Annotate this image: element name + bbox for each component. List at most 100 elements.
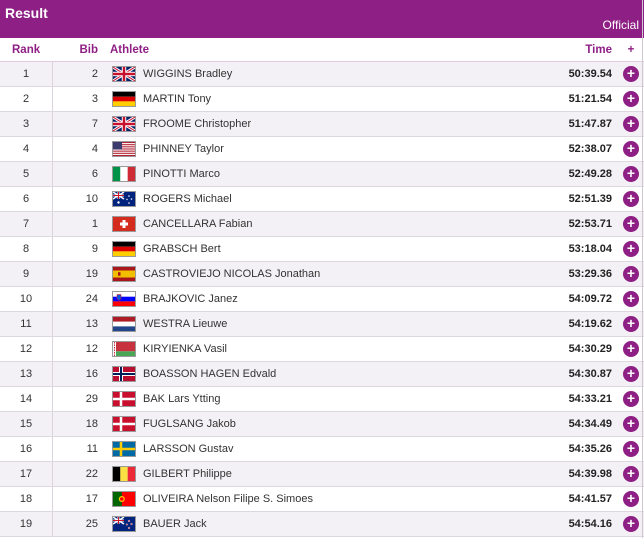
rank-cell: 3 xyxy=(22,118,30,130)
athlete-name[interactable]: WESTRA Lieuwe xyxy=(143,318,228,330)
expand-plus-icon[interactable]: + xyxy=(623,491,639,507)
bib-cell: 16 xyxy=(85,368,98,380)
table-row[interactable]: 4 4 PHINNEY Taylor 52:38.07 + xyxy=(0,137,644,162)
expand-plus-icon[interactable]: + xyxy=(623,316,639,332)
table-row[interactable]: 18 17 OLIVEIRA Nelson Filipe S. Simoes 54:4… xyxy=(0,487,644,512)
bib-cell: 12 xyxy=(85,343,98,355)
table-row[interactable]: 8 9 GRABSCH Bert 53:18.04 + xyxy=(0,237,644,262)
expand-plus-icon[interactable]: + xyxy=(623,141,639,157)
table-row[interactable]: 9 19 CASTROVIEJO NICOLAS Jonathan 53:29.36 + xyxy=(0,262,644,287)
results-table: 1 2 WIGGINS Bradley 50:39.54 +2 3 MARTIN Tony 5… xyxy=(0,62,644,537)
athlete-name[interactable]: GILBERT Philippe xyxy=(143,468,232,480)
expand-plus-icon[interactable]: + xyxy=(623,291,639,307)
table-row[interactable]: 17 22 GILBERT Philippe 54:39.98 + xyxy=(0,462,644,487)
rank-cell: 13 xyxy=(19,368,33,380)
athlete-name[interactable]: FUGLSANG Jakob xyxy=(143,418,236,430)
table-row[interactable]: 15 18 FUGLSANG Jakob 54:34.49 + xyxy=(0,412,644,437)
table-row[interactable]: 2 3 MARTIN Tony 51:21.54 + xyxy=(0,87,644,112)
time-cell: 54:30.29 xyxy=(568,343,612,355)
rank-cell: 7 xyxy=(22,218,30,230)
table-row[interactable]: 14 29 BAK Lars Ytting 54:33.21 + xyxy=(0,387,644,412)
athlete-name[interactable]: CASTROVIEJO NICOLAS Jonathan xyxy=(143,268,321,280)
expand-plus-icon[interactable]: + xyxy=(623,366,639,382)
table-row[interactable]: 11 13 WESTRA Lieuwe 54:19.62 + xyxy=(0,312,644,337)
bib-cell: 29 xyxy=(85,393,98,405)
den-flag-icon xyxy=(112,391,136,407)
expand-plus-icon[interactable]: + xyxy=(623,441,639,457)
rank-cell: 16 xyxy=(19,443,33,455)
expand-plus-icon[interactable]: + xyxy=(623,466,639,482)
expand-plus-icon[interactable]: + xyxy=(623,166,639,182)
expand-plus-icon[interactable]: + xyxy=(623,91,639,107)
bib-cell: 7 xyxy=(91,118,98,130)
expand-plus-icon[interactable]: + xyxy=(623,191,639,207)
time-cell: 52:38.07 xyxy=(568,143,612,155)
athlete-name[interactable]: BRAJKOVIC Janez xyxy=(143,293,238,305)
athlete-name[interactable]: KIRYIENKA Vasil xyxy=(143,343,227,355)
athlete-name[interactable]: WIGGINS Bradley xyxy=(143,68,233,80)
expand-plus-icon[interactable]: + xyxy=(623,241,639,257)
table-row[interactable]: 1 2 WIGGINS Bradley 50:39.54 + xyxy=(0,62,644,87)
bel-flag-icon xyxy=(112,466,136,482)
bib-cell: 6 xyxy=(91,168,98,180)
column-header-bib[interactable]: Bib xyxy=(79,44,98,56)
expand-plus-icon[interactable]: + xyxy=(623,66,639,82)
rank-cell: 6 xyxy=(22,193,30,205)
expand-plus-icon[interactable]: + xyxy=(623,266,639,282)
athlete-name[interactable]: ROGERS Michael xyxy=(143,193,232,205)
table-row[interactable]: 12 12 KIRYIENKA Vasil 54:30.29 + xyxy=(0,337,644,362)
column-header-athlete[interactable]: Athlete xyxy=(110,44,149,56)
esp-flag-icon xyxy=(112,266,136,282)
expand-plus-icon[interactable]: + xyxy=(623,391,639,407)
time-cell: 54:41.57 xyxy=(568,493,612,505)
table-row[interactable]: 6 10 ROGERS Michael 52:51.39 + xyxy=(0,187,644,212)
table-row[interactable]: 16 11 LARSSON Gustav 54:35.26 + xyxy=(0,437,644,462)
athlete-name[interactable]: BAUER Jack xyxy=(143,518,207,530)
column-header-rank[interactable]: Rank xyxy=(12,44,41,56)
blr-flag-icon xyxy=(112,341,136,357)
time-cell: 54:54.16 xyxy=(568,518,612,530)
expand-plus-icon[interactable]: + xyxy=(623,216,639,232)
bib-cell: 19 xyxy=(85,268,98,280)
column-divider xyxy=(52,62,53,86)
time-cell: 54:30.87 xyxy=(568,368,612,380)
bib-cell: 1 xyxy=(91,218,98,230)
rank-cell: 12 xyxy=(19,343,33,355)
athlete-name[interactable]: OLIVEIRA Nelson Filipe S. Simoes xyxy=(143,493,313,505)
athlete-name[interactable]: PINOTTI Marco xyxy=(143,168,221,180)
table-row[interactable]: 10 24 BRAJKOVIC Janez 54:09.72 + xyxy=(0,287,644,312)
athlete-name[interactable]: PHINNEY Taylor xyxy=(143,143,224,155)
rank-cell: 11 xyxy=(20,318,32,330)
table-row[interactable]: 3 7 FROOME Christopher 51:47.87 + xyxy=(0,112,644,137)
sui-flag-icon xyxy=(112,216,136,232)
expand-plus-icon[interactable]: + xyxy=(623,116,639,132)
column-header-time[interactable]: Time xyxy=(585,44,612,56)
column-divider xyxy=(52,212,53,236)
column-divider xyxy=(52,387,53,411)
athlete-name[interactable]: CANCELLARA Fabian xyxy=(143,218,253,230)
bib-cell: 24 xyxy=(85,293,98,305)
table-header: Rank Bib Athlete Time + xyxy=(0,38,644,62)
column-divider xyxy=(52,437,53,461)
athlete-name[interactable]: MARTIN Tony xyxy=(143,93,212,105)
athlete-name[interactable]: LARSSON Gustav xyxy=(143,443,234,455)
athlete-name[interactable]: FROOME Christopher xyxy=(143,118,252,130)
athlete-name[interactable]: GRABSCH Bert xyxy=(143,243,221,255)
athlete-name[interactable]: BOASSON HAGEN Edvald xyxy=(143,368,277,380)
time-cell: 54:19.62 xyxy=(568,318,612,330)
table-row[interactable]: 13 16 BOASSON HAGEN Edvald 54:30.87 + xyxy=(0,362,644,387)
table-row[interactable]: 19 25 BAUER Jack 54:54.16 + xyxy=(0,512,644,537)
rank-cell: 17 xyxy=(19,468,33,480)
time-cell: 53:29.36 xyxy=(568,268,612,280)
scrollbar-edge xyxy=(642,0,643,538)
table-row[interactable]: 7 1 CANCELLARA Fabian 52:53.71 + xyxy=(0,212,644,237)
table-row[interactable]: 5 6 PINOTTI Marco 52:49.28 + xyxy=(0,162,644,187)
swe-flag-icon xyxy=(112,441,136,457)
results-header: Result Official xyxy=(0,0,644,38)
athlete-name[interactable]: BAK Lars Ytting xyxy=(143,393,221,405)
expand-plus-icon[interactable]: + xyxy=(623,516,639,532)
column-divider xyxy=(52,287,53,311)
column-divider xyxy=(52,362,53,386)
expand-plus-icon[interactable]: + xyxy=(623,416,639,432)
expand-plus-icon[interactable]: + xyxy=(623,341,639,357)
